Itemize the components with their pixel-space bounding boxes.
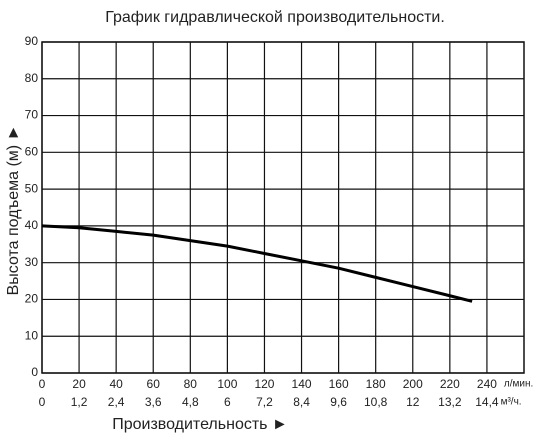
x2-tick-label: 7,2 — [256, 395, 273, 409]
x-tick-label: 240 — [477, 377, 497, 391]
x2-tick-label: 3,6 — [145, 395, 162, 409]
y-tick-label: 80 — [25, 71, 39, 85]
x2-tick-label: 9,6 — [330, 395, 347, 409]
x2-tick-label: 4,8 — [182, 395, 199, 409]
x2-tick-label: 13,2 — [438, 395, 462, 409]
x-tick-label: 40 — [109, 377, 123, 391]
y-tick-label: 50 — [25, 181, 39, 195]
y-tick-label: 10 — [25, 328, 39, 342]
x2-tick-label: 1,2 — [71, 395, 88, 409]
x-tick-label: 0 — [39, 377, 46, 391]
x-axis-title: Производительность ► — [112, 416, 288, 433]
chart-title: График гидравлической производительности… — [105, 9, 445, 26]
x-tick-label: 140 — [292, 377, 312, 391]
y-tick-label: 60 — [25, 145, 39, 159]
x-tick-label: 20 — [72, 377, 86, 391]
x-tick-label: 160 — [329, 377, 349, 391]
x2-tick-label: 2,4 — [108, 395, 125, 409]
y-tick-label: 40 — [25, 218, 39, 232]
x2-unit: м³/ч. — [501, 397, 522, 408]
x-tick-label: 80 — [184, 377, 198, 391]
x-tick-label: 220 — [440, 377, 460, 391]
y-tick-label: 70 — [25, 108, 39, 122]
x2-tick-label: 0 — [39, 395, 46, 409]
plot-frame — [41, 41, 525, 374]
x2-tick-label: 6 — [224, 395, 231, 409]
y-tick-label: 0 — [31, 365, 38, 379]
y-axis-title: Высота подъема (м) ► — [5, 125, 22, 296]
x2-tick-label: 12 — [406, 395, 420, 409]
x2-tick-label: 10,8 — [364, 395, 388, 409]
y-tick-label: 20 — [25, 292, 39, 306]
y-tick-label: 90 — [25, 34, 39, 48]
x2-tick-label: 8,4 — [293, 395, 310, 409]
x-tick-label: 100 — [217, 377, 237, 391]
x-tick-label: 60 — [147, 377, 161, 391]
x-tick-label: 200 — [403, 377, 423, 391]
x2-tick-label: 14,4 — [475, 395, 499, 409]
x-tick-label: 180 — [366, 377, 386, 391]
x-tick-label: 120 — [254, 377, 274, 391]
y-tick-label: 30 — [25, 255, 39, 269]
curve — [41, 224, 473, 303]
x-unit: л/мин. — [504, 379, 533, 390]
